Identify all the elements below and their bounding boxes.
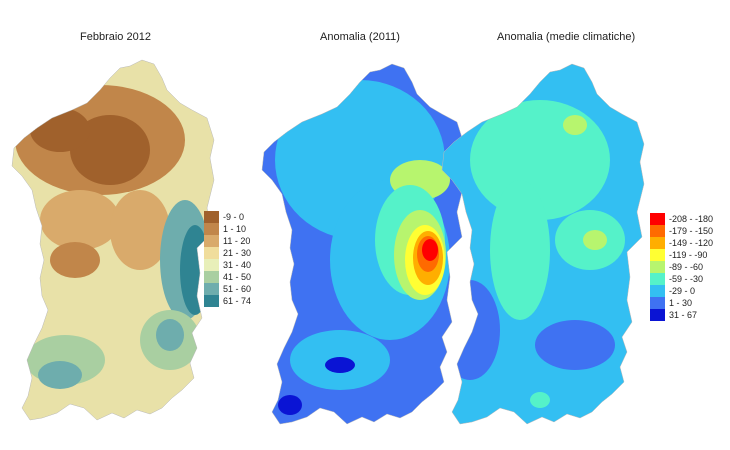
map-anomaly-2011 (261, 63, 465, 425)
legend-swatch (204, 295, 219, 307)
legend-label: 51 - 60 (223, 284, 252, 294)
legend-swatch (204, 211, 219, 223)
legend-label: 31 - 67 (669, 310, 698, 320)
legend-label: 1 - 10 (223, 224, 247, 234)
legend-swatch (650, 309, 665, 321)
legend-label: -29 - 0 (669, 286, 696, 296)
legend-item: 1 - 30 (650, 297, 713, 309)
legend-label: 41 - 50 (223, 272, 252, 282)
legend-anomaly: -208 - -180 -179 - -150 -149 - -120 -119… (650, 213, 713, 321)
legend-label: -149 - -120 (669, 238, 714, 248)
legend-swatch (650, 237, 665, 249)
map-title-febbraio: Febbraio 2012 (80, 31, 151, 43)
legend-item: 11 - 20 (204, 235, 251, 247)
legend-label: 61 - 74 (223, 296, 252, 306)
map-anomaly-medie (441, 63, 645, 425)
legend-item: 31 - 40 (204, 259, 251, 271)
legend-item: 61 - 74 (204, 295, 251, 307)
legend-swatch (204, 247, 219, 259)
legend-item: -179 - -150 (650, 225, 713, 237)
legend-swatch (204, 259, 219, 271)
legend-swatch (204, 235, 219, 247)
legend-item: 21 - 30 (204, 247, 251, 259)
legend-swatch (650, 249, 665, 261)
legend-label: -208 - -180 (669, 214, 714, 224)
legend-label: 1 - 30 (669, 298, 693, 308)
legend-item: 31 - 67 (650, 309, 713, 321)
map-title-anomalia-2011: Anomalia (2011) (320, 31, 400, 43)
legend-swatch (650, 225, 665, 237)
legend-precipitation: -9 - 0 1 - 10 11 - 20 21 - 30 31 - 40 41… (204, 211, 251, 307)
legend-swatch (204, 271, 219, 283)
legend-label: 31 - 40 (223, 260, 252, 270)
legend-item: 41 - 50 (204, 271, 251, 283)
legend-item: 51 - 60 (204, 283, 251, 295)
legend-item: -9 - 0 (204, 211, 251, 223)
legend-swatch (650, 297, 665, 309)
legend-swatch (650, 285, 665, 297)
legend-item: -29 - 0 (650, 285, 713, 297)
legend-swatch (650, 261, 665, 273)
legend-item: 1 - 10 (204, 223, 251, 235)
legend-label: -9 - 0 (223, 212, 245, 222)
map-title-anomalia-medie: Anomalia (medie climatiche) (497, 31, 636, 43)
legend-swatch (204, 283, 219, 295)
legend-swatch (204, 223, 219, 235)
legend-label: -89 - -60 (669, 262, 704, 272)
map-precipitation (11, 59, 215, 421)
legend-item: -119 - -90 (650, 249, 713, 261)
legend-label: -119 - -90 (669, 250, 708, 260)
legend-item: -59 - -30 (650, 273, 713, 285)
legend-label: -59 - -30 (669, 274, 704, 284)
legend-swatch (650, 273, 665, 285)
legend-label: 11 - 20 (223, 236, 251, 246)
legend-item: -89 - -60 (650, 261, 713, 273)
legend-label: -179 - -150 (669, 226, 714, 236)
legend-item: -149 - -120 (650, 237, 713, 249)
legend-item: -208 - -180 (650, 213, 713, 225)
legend-label: 21 - 30 (223, 248, 252, 258)
legend-swatch (650, 213, 665, 225)
